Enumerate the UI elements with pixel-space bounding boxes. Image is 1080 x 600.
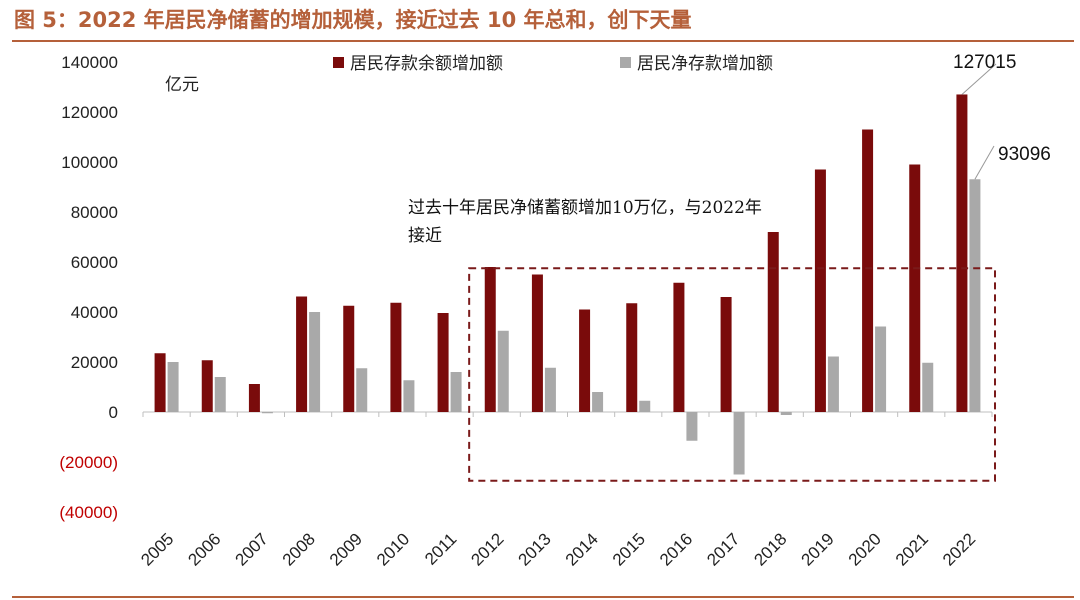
bar-net-deposit-increase — [875, 326, 887, 412]
bar-net-deposit-increase — [686, 412, 698, 441]
bar-net-deposit-increase — [214, 377, 226, 412]
bar-deposit-increase — [201, 360, 213, 412]
x-tick-label: 2017 — [703, 529, 743, 569]
x-tick-label: 2005 — [137, 529, 177, 569]
callout-label: 93096 — [998, 144, 1051, 165]
bar-deposit-increase — [343, 305, 355, 412]
bar-deposit-increase — [531, 274, 543, 412]
bar-net-deposit-increase — [403, 380, 415, 412]
bar-net-deposit-increase — [639, 400, 651, 412]
legend-swatch — [333, 57, 344, 68]
bar-deposit-increase — [437, 313, 449, 412]
figure-title: 图 5：2022 年居民净储蓄的增加规模，接近过去 10 年总和，创下天量 — [14, 8, 692, 32]
callout-leader — [974, 145, 995, 180]
bar-net-deposit-increase — [969, 179, 981, 412]
y-tick-label: 0 — [109, 403, 118, 422]
x-tick-label: 2022 — [939, 529, 979, 569]
x-tick-label: 2013 — [515, 529, 555, 569]
x-tick-label: 2010 — [373, 529, 413, 569]
y-tick-label: 40000 — [71, 303, 118, 322]
bar-deposit-increase — [296, 296, 308, 412]
bar-net-deposit-increase — [922, 362, 934, 412]
x-axis: 2005 2006 2007 2008 2009 2010 2011 2012 2013 2014… — [137, 411, 993, 570]
bar-net-deposit-increase — [733, 412, 745, 475]
bar-net-deposit-increase — [827, 356, 839, 412]
unit-label: 亿元 — [165, 75, 199, 95]
bar-deposit-increase — [248, 384, 260, 412]
bar-deposit-increase — [484, 267, 496, 412]
x-tick-label: 2009 — [326, 529, 366, 569]
y-tick-label: 20000 — [71, 353, 118, 372]
x-tick-label: 2020 — [845, 529, 885, 569]
bar-deposit-increase — [579, 309, 591, 412]
annotation-line: 过去十年居民净储蓄额增加10万亿，与2022年 — [408, 198, 762, 218]
x-tick-label: 2016 — [656, 529, 696, 569]
x-tick-label: 2007 — [232, 529, 272, 569]
bar-deposit-increase — [862, 129, 874, 412]
bar-net-deposit-increase — [167, 362, 179, 412]
callout-leader — [961, 63, 997, 95]
bar-deposit-increase — [626, 303, 638, 412]
y-tick-label: 140000 — [61, 53, 118, 72]
bar-net-deposit-increase — [450, 372, 462, 412]
x-tick-label: 2008 — [279, 529, 319, 569]
y-tick-label: (20000) — [59, 453, 118, 472]
x-tick-label: 2006 — [184, 529, 224, 569]
title-rule — [12, 40, 1074, 42]
x-tick-label: 2021 — [892, 529, 932, 569]
legend-swatch — [620, 57, 631, 68]
highlight-box — [468, 267, 996, 482]
x-tick-label: 2018 — [750, 529, 790, 569]
y-tick-label: 60000 — [71, 253, 118, 272]
y-tick-label: (40000) — [59, 503, 118, 522]
callouts: 127015 93096 — [953, 52, 1051, 180]
bar-net-deposit-increase — [592, 392, 604, 412]
legend-label: 居民净存款增加额 — [637, 54, 773, 74]
y-axis: 140000 120000 100000 80000 60000 40000 20000 0 (… — [59, 53, 118, 522]
annotation-line: 接近 — [408, 226, 442, 246]
bar-net-deposit-increase — [356, 368, 368, 412]
x-tick-label: 2019 — [798, 529, 838, 569]
bar-deposit-increase — [720, 297, 732, 412]
highlight-group — [468, 267, 996, 482]
bar-deposit-increase — [814, 169, 826, 412]
bar-net-deposit-increase — [309, 312, 321, 412]
bar-deposit-increase — [390, 302, 402, 412]
bar-deposit-increase — [767, 232, 779, 412]
x-tick-label: 2015 — [609, 529, 649, 569]
bar-net-deposit-increase — [497, 330, 509, 412]
y-tick-label: 100000 — [61, 153, 118, 172]
bar-deposit-increase — [673, 282, 685, 412]
bar-deposit-increase — [909, 164, 921, 412]
bar-net-deposit-increase — [780, 412, 792, 415]
bar-deposit-increase — [154, 353, 166, 412]
callout-label: 127015 — [953, 52, 1016, 73]
bottom-rule — [12, 596, 1074, 598]
bar-deposit-increase — [956, 94, 968, 413]
x-tick-label: 2011 — [421, 529, 460, 568]
legend: 居民存款余额增加额 居民净存款增加额 — [333, 54, 773, 74]
y-tick-label: 80000 — [71, 203, 118, 222]
bars-group — [154, 94, 981, 475]
bar-net-deposit-increase — [544, 367, 556, 412]
x-tick-label: 2014 — [562, 529, 602, 569]
y-tick-label: 120000 — [61, 103, 118, 122]
legend-label: 居民存款余额增加额 — [350, 54, 503, 74]
x-tick-label: 2012 — [467, 529, 507, 569]
bar-net-deposit-increase — [261, 412, 273, 414]
